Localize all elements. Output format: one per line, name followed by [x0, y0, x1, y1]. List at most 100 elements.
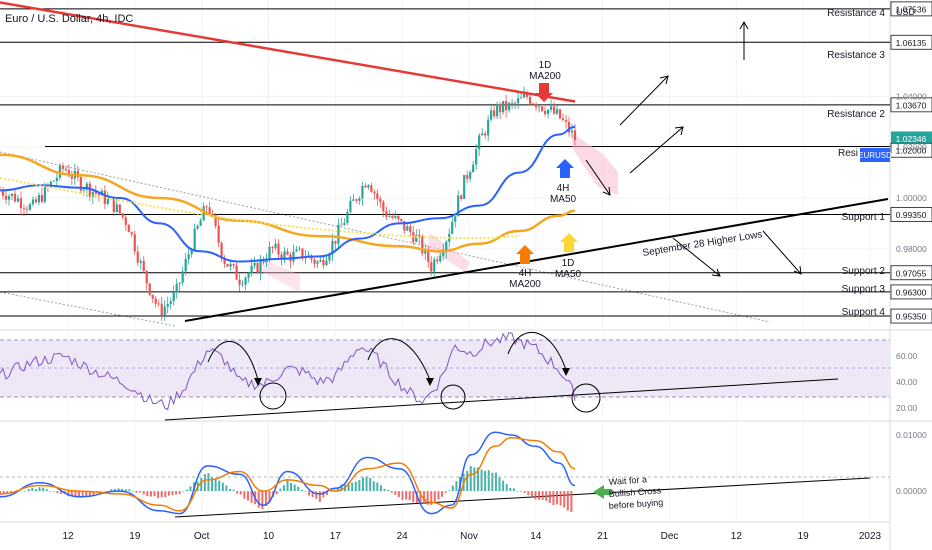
macd-hist-bar	[20, 490, 23, 492]
candle-body	[519, 97, 523, 99]
macd-hist-bar	[379, 485, 382, 492]
candle-body	[10, 193, 14, 197]
candle-body	[511, 102, 514, 104]
level-name-r1: Resi	[838, 148, 858, 159]
candle-body	[331, 240, 334, 255]
macd-hist-bar	[433, 491, 436, 503]
macd-hist-bar	[42, 487, 45, 492]
candle-body	[31, 199, 35, 205]
macd-hist-bar	[157, 491, 160, 499]
candle-body	[145, 270, 148, 284]
candle-body	[34, 199, 38, 203]
candle-body	[376, 193, 379, 199]
candle-body	[313, 259, 316, 264]
macd-hist-bar	[491, 472, 494, 492]
candle-body	[499, 104, 502, 113]
macd-hist-bar	[329, 491, 332, 492]
candle-body	[184, 258, 187, 272]
macd-trendline	[174, 477, 871, 518]
candle-body	[4, 195, 8, 200]
macd-hist-bar	[297, 486, 300, 492]
macd-hist-bar	[78, 491, 81, 498]
candle-body	[61, 165, 64, 169]
candle-body	[49, 181, 53, 187]
macd-hist-bar	[178, 491, 181, 495]
price-label-bg	[890, 34, 932, 50]
macd-hist-bar	[311, 491, 314, 498]
macd-hist-bar	[358, 480, 361, 492]
candle-body	[364, 185, 367, 188]
macd-hist-bar	[6, 491, 9, 495]
macd-hist-bar	[401, 491, 404, 501]
candle-body	[43, 185, 47, 202]
candle-body	[457, 195, 460, 217]
price-label: 0.96300	[896, 287, 927, 297]
candle-body	[67, 170, 70, 177]
rsi-line	[0, 332, 576, 411]
candle-body	[166, 303, 169, 307]
macd-hist-bar	[160, 491, 163, 498]
candle-body	[235, 265, 238, 280]
candle-body	[220, 242, 223, 259]
macd-hist-bar	[261, 491, 264, 510]
candle-body	[415, 234, 418, 242]
proj-arrow-r3	[619, 75, 669, 126]
macd-hist-bar	[45, 489, 48, 492]
level-name-s4: Support 4	[842, 307, 886, 318]
macd-hist-bar	[322, 491, 325, 498]
price-label-bg	[890, 284, 932, 300]
candle-body	[172, 292, 175, 302]
macd-hist-bar	[484, 470, 487, 492]
candle-body	[316, 261, 319, 264]
candle-body	[55, 177, 59, 181]
macd-hist-bar	[405, 491, 408, 500]
candle-body	[478, 135, 481, 150]
candle-body	[190, 250, 193, 255]
time-tick-label: 14	[530, 531, 542, 542]
proj-arrowhead-r4	[739, 20, 749, 30]
candle-body	[52, 180, 56, 182]
candle-body	[277, 243, 280, 255]
macd-line	[0, 431, 576, 515]
candle-body	[394, 215, 397, 218]
candle-body	[85, 183, 88, 190]
candle-body	[244, 277, 247, 285]
macd-hist-bar	[354, 481, 357, 492]
candle-body	[475, 149, 478, 165]
macd-hist-bar	[487, 470, 490, 492]
macd-hist-bar	[185, 489, 188, 492]
ema-dotted-line	[0, 177, 521, 240]
macd-hist-bar	[548, 491, 551, 504]
macd-hist-bar	[293, 484, 296, 492]
label-ma200-top: MA200	[529, 71, 561, 82]
price-label-bg	[890, 142, 932, 158]
candle-body	[508, 102, 511, 111]
macd-hist-bar	[24, 490, 27, 492]
candle-body	[295, 249, 298, 252]
proj-arrow-s2b	[762, 230, 802, 275]
candle-body	[121, 213, 124, 218]
macd-hist-bar	[114, 488, 116, 492]
candle-body	[151, 294, 154, 299]
candle-body	[40, 195, 44, 202]
price-label-bg	[890, 207, 932, 222]
macd-hist-bar	[441, 491, 444, 497]
label-4h-ma200: 4H	[519, 268, 532, 279]
candle-body	[543, 110, 547, 115]
rsi-arrowhead-3	[562, 368, 570, 376]
macd-hist-bar	[308, 491, 311, 496]
macd-hist-bar	[117, 488, 120, 492]
macd-hist-bar	[92, 491, 95, 496]
candle-body	[400, 219, 403, 222]
macd-hist-bar	[131, 490, 134, 492]
macd-hist-bar	[351, 482, 354, 492]
label-4h-ma50: 4H	[557, 183, 570, 194]
label-ma50-1d: MA50	[555, 269, 582, 280]
macd-hist-bar	[257, 491, 260, 508]
macd-hist-bar	[538, 491, 541, 500]
macd-hist-bar	[304, 491, 307, 492]
candle-body	[531, 103, 535, 105]
macd-hist-bar	[128, 489, 131, 492]
macd-hist-bar	[99, 491, 102, 492]
candle-body	[256, 262, 259, 273]
